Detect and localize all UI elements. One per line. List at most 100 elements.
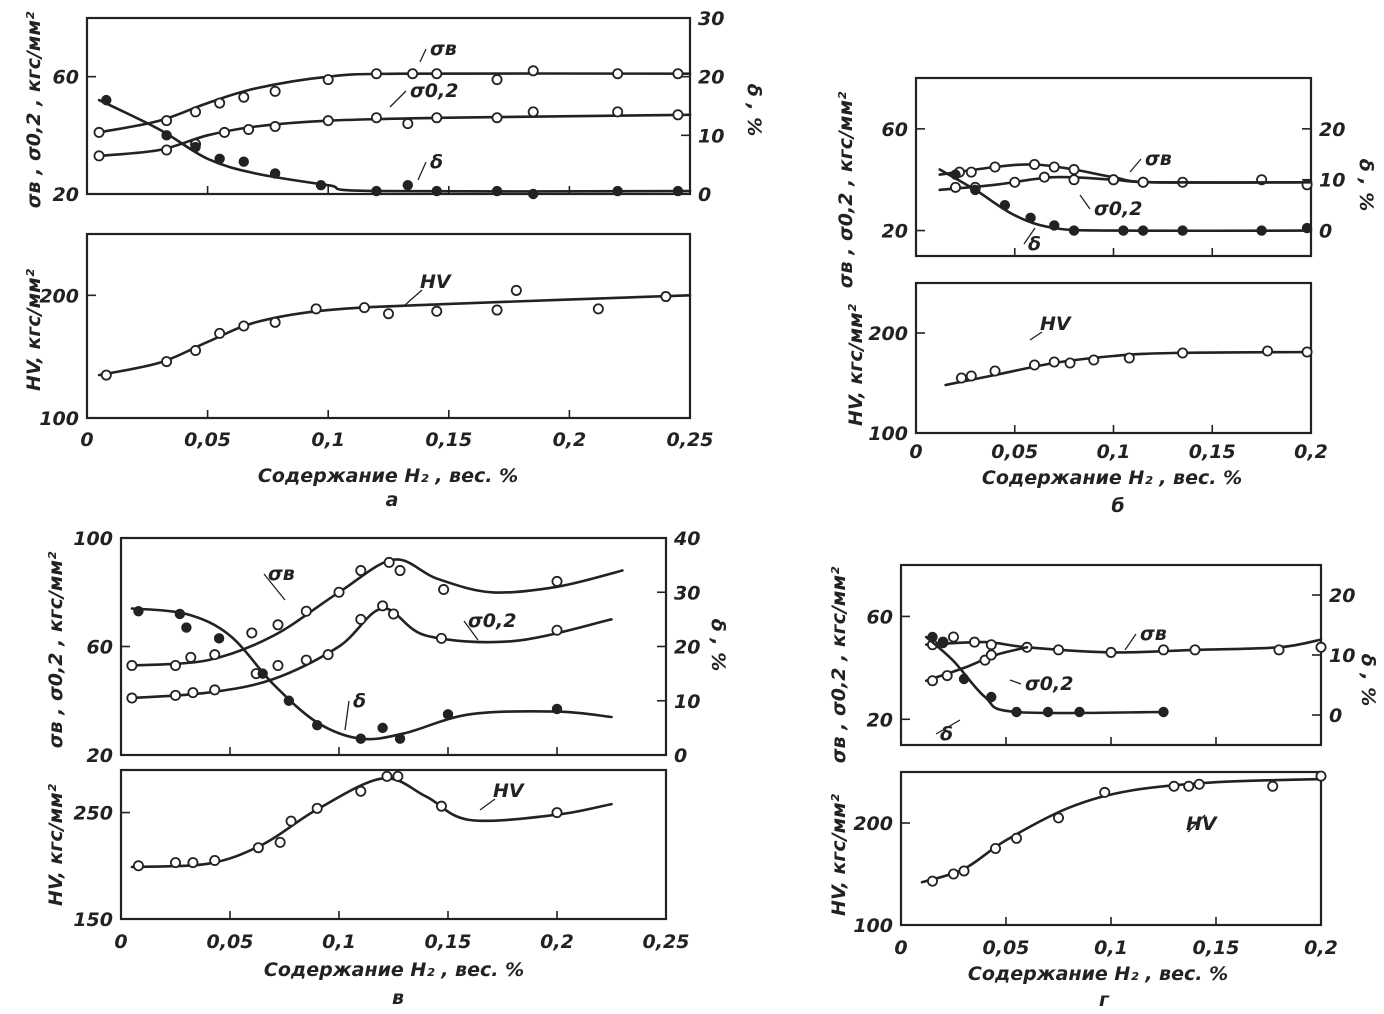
- panel-c-delta-point: [213, 633, 225, 644]
- panel-a-hv-point: [510, 284, 522, 296]
- panel-b-hv-point: [1123, 352, 1135, 364]
- panel-c-delta-point: [174, 608, 186, 620]
- panel-a-upper-right-tick-label: 10: [698, 125, 724, 147]
- panel-a-sigma-b-point: [370, 68, 382, 80]
- panel-b-x-tick-label: 0,2: [1294, 441, 1328, 463]
- panel-a-hv-label: HV: [420, 271, 452, 293]
- panel-b-lower-tick-label: 200: [868, 323, 908, 345]
- panel-c-sigma-b-point: [126, 659, 138, 671]
- panel-a-delta-point: [672, 185, 684, 197]
- panel-c-delta-point: [442, 709, 454, 720]
- panel-a-delta-point: [528, 188, 539, 200]
- panel-d-sigma-b-curve: [924, 638, 1323, 654]
- panel-c-delta-point: [312, 719, 323, 731]
- panel-c-hv-curve: [130, 777, 613, 869]
- panel-d-sigma-b-point: [1158, 644, 1170, 656]
- panel-b-upper-ylabel-right: δ , %: [1355, 159, 1377, 212]
- panel-c-hv-point: [274, 836, 286, 848]
- panel-a-delta-point: [269, 168, 281, 179]
- panel-b-hv-label: HV: [1040, 313, 1072, 335]
- panel-c-upper-left-tick-label: 20: [87, 745, 113, 767]
- panel-c-sigma-02-point: [435, 632, 447, 644]
- panel-a-sigma-02-point: [322, 115, 334, 127]
- panel-a-x-tick-label: 0,05: [184, 429, 231, 451]
- panel-c-lower-ylabel: HV, кгс/мм²: [45, 783, 67, 906]
- panel-b-sigma-b-point: [989, 161, 1001, 173]
- panel-d-letter: г: [1099, 989, 1110, 1011]
- panel-c-x-tick-label: 0,05: [207, 931, 254, 953]
- panel-a-sigma-b-point: [322, 74, 334, 86]
- panel-c-hv-point: [551, 807, 563, 819]
- panel-b-delta-point: [1118, 225, 1129, 236]
- panel-c-sigma-02-label: σ0,2: [468, 610, 516, 632]
- panel-b-delta-point: [1301, 222, 1313, 234]
- panel-d-sigma-b-point: [985, 639, 997, 651]
- panel-c-sigma-02-point: [209, 684, 221, 696]
- panel-d-sigma-b-point: [948, 631, 960, 643]
- panel-d: 20 60 0 10 20 σв σ0,2 δ 100 200 0 0,05 0,1 0,15 0,2 HV…: [828, 563, 1379, 1011]
- panel-a-delta-point: [431, 185, 442, 197]
- panel-b-x-tick-label: 0,05: [991, 441, 1038, 463]
- panel-b-sigma-b-leader: [1129, 158, 1142, 173]
- panel-b-lower-frame: [914, 281, 1313, 435]
- panel-c-sigma-b-leader: [263, 573, 286, 601]
- panel-c-sigma-b-point: [333, 586, 345, 598]
- panel-d-hv-leader: [1187, 814, 1206, 833]
- panel-c-delta-point: [355, 733, 366, 744]
- panel-d-sigma-b-leader: [1124, 633, 1137, 651]
- panel-c-x-tick-label: 0: [114, 931, 127, 953]
- panel-b-x-tick-label: 0: [909, 441, 922, 463]
- panel-b-delta-label: δ: [1028, 233, 1041, 255]
- panel-d-delta-point: [986, 691, 997, 703]
- panel-c-sigma-02-point: [387, 608, 399, 620]
- panel-c-hv-point: [132, 860, 144, 872]
- panel-c-sigma-b-curve: [130, 558, 624, 667]
- panel-c-sigma-b-point: [169, 659, 181, 671]
- panel-a-upper-ylabel-right: δ , %: [743, 84, 765, 137]
- panel-a-hv-point: [161, 356, 173, 368]
- panel-b: 20 60 0 10 20 σв σ0,2 δ 100 200 0 0,05 0,1 0,15 0,2 HV…: [835, 76, 1377, 517]
- panel-d-sigma-02-label: σ0,2: [1025, 673, 1073, 695]
- panel-c-hv-point: [355, 785, 367, 797]
- panel-b-sigma-b-label: σв: [1145, 148, 1172, 170]
- panel-a-hv-point: [358, 302, 370, 314]
- panel-a-hv-point: [310, 303, 322, 315]
- panel-c-x-tick-label: 0,15: [425, 931, 472, 953]
- panel-c-sigma-02-leader: [463, 620, 479, 641]
- panel-a-upper-right-tick-label: 20: [698, 67, 724, 89]
- panel-a-sigma-b-point: [491, 74, 503, 86]
- panel-d-hv-point: [948, 868, 960, 880]
- panel-a-sigma-02-point: [527, 106, 539, 118]
- panel-a-sigma-b-point: [238, 91, 250, 103]
- panel-c-delta-leader: [344, 700, 350, 731]
- panel-a-sigma-b-point: [612, 68, 624, 80]
- panel-a-sigma-b-leader: [419, 48, 427, 63]
- panel-b-delta-point: [950, 169, 961, 180]
- panel-c-sigma-02-point: [272, 659, 284, 671]
- panel-d-sigma-b-point: [969, 636, 981, 648]
- panel-c-x-tick-label: 0,1: [322, 931, 356, 953]
- panel-c-upper-plot: 20 60 100 0 10 20 30 40 σв σ0,2 δ: [73, 528, 700, 767]
- panel-c-sigma-b-point: [551, 575, 563, 587]
- panel-b-lower-plot: 100 200 0 0,05 0,1 0,15 0,2 HV: [868, 313, 1328, 463]
- panel-c-lower-tick-label: 250: [73, 803, 113, 825]
- panel-a-delta-label: δ: [430, 151, 443, 173]
- panel-b-upper-right-tick-label: 10: [1319, 170, 1345, 192]
- panel-a-sigma-b-point: [161, 115, 173, 127]
- panel-a-x-tick-label: 0,2: [553, 429, 587, 451]
- panel-d-sigma-b-point: [1315, 641, 1327, 653]
- panel-c-hv-point: [311, 802, 323, 814]
- panel-d-delta-point: [1011, 706, 1022, 718]
- panel-b-sigma-02-leader: [1079, 194, 1091, 210]
- panel-b-sigma-b-point: [965, 166, 977, 178]
- panel-c-sigma-b-point: [300, 605, 312, 617]
- panel-a-delta-point: [214, 153, 225, 164]
- panel-c-hv-leader: [479, 798, 496, 811]
- panel-d-sigma-b-point: [1189, 644, 1201, 656]
- panel-a-sigma-02-point: [93, 150, 105, 162]
- panel-a-delta-point: [161, 130, 172, 141]
- panel-d-delta-leader: [935, 719, 961, 735]
- panel-a-delta-leader: [417, 161, 427, 181]
- panel-b-delta-point: [1137, 225, 1149, 236]
